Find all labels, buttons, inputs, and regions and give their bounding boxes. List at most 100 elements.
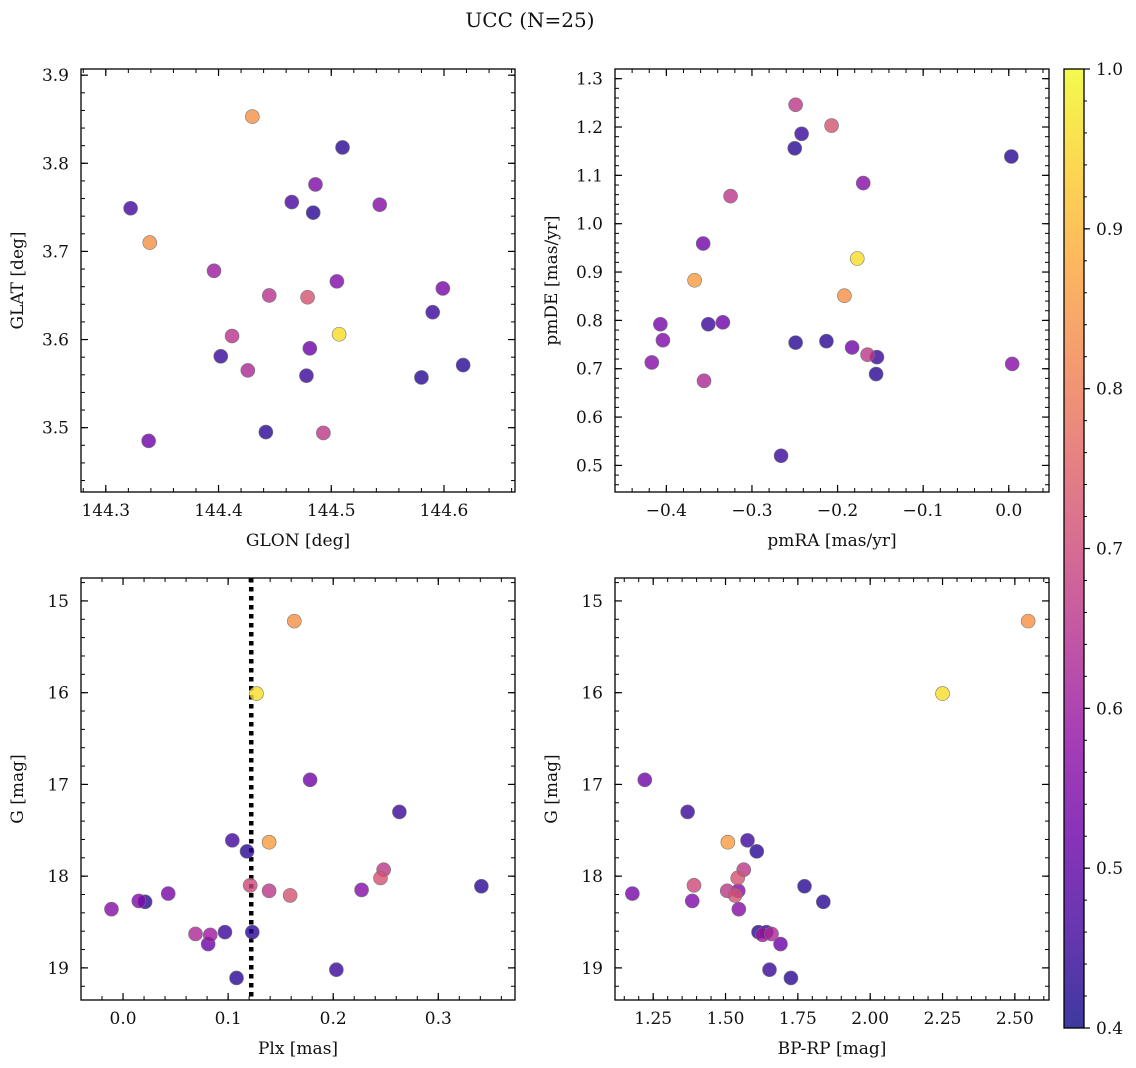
y-tick-label: 1.2	[576, 118, 603, 138]
data-point	[299, 368, 314, 383]
data-point	[860, 347, 875, 363]
y-tick-label: 3.5	[42, 419, 69, 439]
data-point	[794, 126, 809, 142]
data-point	[868, 366, 884, 382]
colorbar-tick-label: 0.6	[1096, 699, 1123, 719]
data-point	[335, 140, 350, 155]
data-point	[849, 251, 865, 266]
colorbar-tick-label: 0.5	[1096, 859, 1123, 879]
x-tick-label: 2.00	[851, 1009, 889, 1029]
data-point	[788, 335, 803, 350]
data-point	[316, 425, 331, 441]
data-point	[104, 901, 119, 917]
panel-galactic-coordinates: 144.3 144.4 144.5 144.6 3.5 3.6 3.7 3.8 3.9 GLON …	[8, 66, 516, 551]
data-point	[217, 924, 233, 940]
x-tick-label: 144.6	[420, 501, 469, 521]
x-tick-label: 0.0	[110, 1009, 137, 1029]
data-point	[730, 870, 745, 886]
x-tick-label: 0.1	[215, 1009, 242, 1029]
colorbar-gradient	[1064, 69, 1084, 1028]
x-tick-label: 1.50	[707, 1009, 745, 1029]
data-point	[425, 304, 441, 320]
x-tick-label: −0.2	[817, 501, 858, 521]
data-point	[684, 893, 700, 909]
data-point	[245, 109, 260, 124]
y-tick-label: 1.3	[576, 70, 603, 90]
colorbar: 0.4 0.5 0.6 0.7 0.8 0.9 1.0	[1063, 60, 1123, 1039]
data-point	[935, 686, 950, 701]
data-point	[202, 927, 218, 943]
data-point	[762, 962, 777, 978]
data-point	[727, 888, 743, 903]
x-tick-label: −0.3	[731, 501, 772, 521]
x-tick-label: −0.4	[646, 501, 687, 521]
data-point	[1020, 613, 1036, 629]
y-tick-label: 18	[47, 867, 69, 887]
data-point	[131, 893, 147, 909]
x-tick-label: 144.5	[307, 501, 356, 521]
y-tick-label: 18	[581, 867, 603, 887]
y-tick-label: 1.0	[576, 215, 603, 235]
plot-frame	[614, 577, 1050, 1001]
data-point	[282, 888, 298, 903]
data-point	[783, 970, 799, 986]
x-axis-label: GLON [deg]	[246, 531, 350, 551]
data-point	[354, 882, 369, 898]
data-point	[284, 194, 300, 210]
data-point	[855, 175, 871, 191]
data-point	[687, 272, 702, 288]
y-axis-label: GLAT [deg]	[8, 231, 28, 329]
x-axis-label: pmRA [mas/yr]	[767, 531, 896, 551]
data-point	[188, 926, 203, 942]
data-point	[249, 686, 264, 701]
data-point	[773, 448, 789, 464]
y-tick-label: 3.6	[42, 331, 69, 351]
data-point	[261, 883, 277, 899]
panel-parallax-magnitude: 0.0 0.1 0.2 0.3 15 16 17 18 19 Plx [mas] G [mag]	[8, 577, 516, 1059]
plot-frame	[614, 68, 1050, 493]
x-tick-label: 144.3	[81, 501, 130, 521]
data-point	[305, 205, 321, 220]
y-axis-label: pmDE [mas/yr]	[542, 215, 562, 345]
data-point	[331, 326, 347, 342]
x-tick-label: 1.25	[634, 1009, 672, 1029]
data-point	[797, 878, 812, 894]
data-point	[206, 263, 222, 279]
data-point	[773, 936, 788, 952]
y-tick-label: 1.1	[576, 166, 603, 186]
figure-title: UCC (N=25)	[465, 8, 594, 32]
x-tick-label: 1.75	[779, 1009, 817, 1029]
panel-color-magnitude: 1.25 1.50 1.75 2.00 2.25 2.50 15 16 17 18 19 BP-RP …	[542, 577, 1050, 1059]
y-tick-label: 15	[581, 592, 603, 612]
data-point	[637, 772, 653, 788]
data-point	[239, 844, 255, 859]
data-point	[740, 833, 755, 848]
y-axis-label: G [mag]	[542, 754, 562, 823]
data-point	[819, 333, 834, 349]
data-point	[715, 315, 731, 330]
data-point	[160, 886, 176, 901]
panel-proper-motions: −0.4 −0.3 −0.2 −0.1 0.0 0.5 0.6 0.7 0.8 0.9 1.0 1.1…	[542, 68, 1050, 551]
data-point	[695, 236, 711, 251]
colorbar-tick-label: 0.9	[1096, 220, 1123, 240]
data-point	[258, 424, 274, 440]
plot-frame	[80, 68, 516, 493]
y-tick-label: 17	[581, 775, 603, 795]
y-tick-label: 0.9	[576, 263, 603, 283]
y-tick-label: 16	[581, 684, 603, 704]
data-point	[261, 834, 277, 850]
data-point	[435, 281, 451, 296]
data-point	[696, 373, 712, 389]
data-point	[392, 804, 407, 820]
y-tick-label: 0.6	[576, 408, 603, 428]
data-point	[749, 844, 765, 859]
colorbar-tick-label: 1.0	[1096, 60, 1123, 80]
y-axis-label: G [mag]	[8, 754, 28, 823]
data-point	[816, 894, 831, 910]
y-tick-label: 3.7	[42, 242, 69, 262]
x-tick-label: 0.2	[320, 1009, 347, 1029]
y-tick-label: 0.5	[576, 456, 603, 476]
y-tick-label: 19	[47, 959, 69, 979]
data-point	[141, 433, 156, 449]
